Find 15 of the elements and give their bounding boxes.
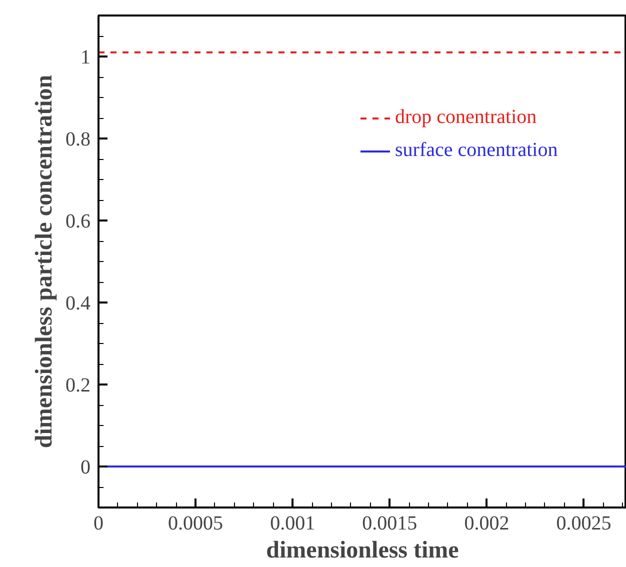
y-tick-label: 0.8 bbox=[66, 128, 90, 150]
x-tick-label: 0.0005 bbox=[168, 512, 224, 534]
y-tick-label: 0.2 bbox=[66, 374, 90, 396]
y-tick-label: 1 bbox=[80, 46, 90, 68]
y-tick-label: 0.4 bbox=[66, 292, 90, 314]
x-tick-label: 0.0025 bbox=[556, 512, 612, 534]
x-tick-label: 0.002 bbox=[464, 512, 510, 534]
x-axis-title: dimensionless time bbox=[266, 538, 460, 564]
y-tick-label: 0 bbox=[80, 456, 90, 478]
legend-label: drop conentration bbox=[395, 106, 537, 129]
y-tick-label: 0.6 bbox=[66, 210, 90, 232]
y-axis-title: dimensionless particle concentration bbox=[32, 74, 58, 448]
legend-label: surface conentration bbox=[395, 139, 558, 162]
x-tick-label: 0.001 bbox=[270, 512, 316, 534]
x-tick-label: 0.0015 bbox=[362, 512, 418, 534]
